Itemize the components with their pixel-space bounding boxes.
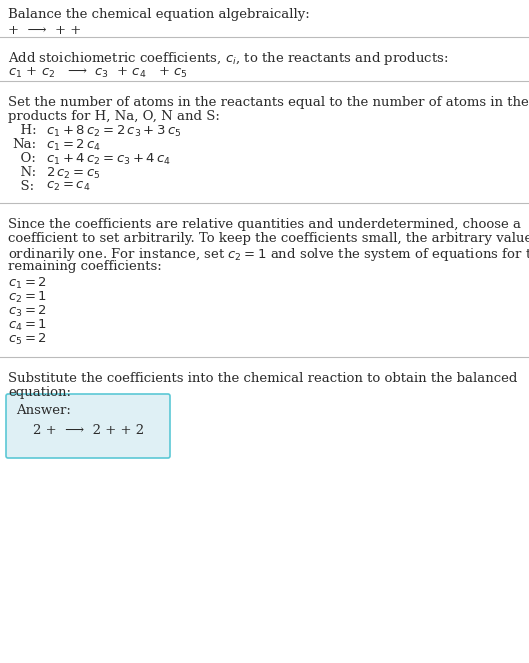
Text: Balance the chemical equation algebraically:: Balance the chemical equation algebraica…: [8, 8, 310, 21]
Text: O:: O:: [12, 152, 36, 165]
Text: Add stoichiometric coefficients, $c_i$, to the reactants and products:: Add stoichiometric coefficients, $c_i$, …: [8, 50, 449, 67]
Text: products for H, Na, O, N and S:: products for H, Na, O, N and S:: [8, 110, 220, 123]
Text: S:: S:: [12, 180, 34, 193]
Text: N:: N:: [12, 166, 36, 179]
Text: Na:: Na:: [12, 138, 36, 151]
Text: $c_2 = 1$: $c_2 = 1$: [8, 290, 47, 305]
Text: $c_5 = 2$: $c_5 = 2$: [8, 332, 47, 347]
Text: ordinarily one. For instance, set $c_2 = 1$ and solve the system of equations fo: ordinarily one. For instance, set $c_2 =…: [8, 246, 529, 263]
Text: +  ⟶  + +: + ⟶ + +: [8, 24, 81, 37]
Text: coefficient to set arbitrarily. To keep the coefficients small, the arbitrary va: coefficient to set arbitrarily. To keep …: [8, 232, 529, 245]
FancyBboxPatch shape: [6, 394, 170, 458]
Text: Set the number of atoms in the reactants equal to the number of atoms in the: Set the number of atoms in the reactants…: [8, 96, 529, 109]
Text: remaining coefficients:: remaining coefficients:: [8, 260, 162, 273]
Text: Since the coefficients are relative quantities and underdetermined, choose a: Since the coefficients are relative quan…: [8, 218, 521, 231]
Text: $c_1$ + $c_2$   ⟶  $c_3$  + $c_4$   + $c_5$: $c_1$ + $c_2$ ⟶ $c_3$ + $c_4$ + $c_5$: [8, 66, 188, 80]
Text: equation:: equation:: [8, 386, 71, 399]
Text: $c_1 + 4\,c_2 = c_3 + 4\,c_4$: $c_1 + 4\,c_2 = c_3 + 4\,c_4$: [46, 152, 171, 167]
Text: $c_1 = 2$: $c_1 = 2$: [8, 276, 47, 291]
Text: Answer:: Answer:: [16, 404, 71, 417]
Text: $c_1 + 8\,c_2 = 2\,c_3 + 3\,c_5$: $c_1 + 8\,c_2 = 2\,c_3 + 3\,c_5$: [46, 124, 181, 139]
Text: $c_2 = c_4$: $c_2 = c_4$: [46, 180, 90, 193]
Text: H:: H:: [12, 124, 37, 137]
Text: $c_4 = 1$: $c_4 = 1$: [8, 318, 47, 333]
Text: Substitute the coefficients into the chemical reaction to obtain the balanced: Substitute the coefficients into the che…: [8, 372, 517, 385]
Text: 2 +  ⟶  2 + + 2: 2 + ⟶ 2 + + 2: [16, 424, 144, 437]
Text: $c_3 = 2$: $c_3 = 2$: [8, 304, 47, 319]
Text: $c_1 = 2\,c_4$: $c_1 = 2\,c_4$: [46, 138, 101, 153]
Text: $2\,c_2 = c_5$: $2\,c_2 = c_5$: [46, 166, 101, 181]
